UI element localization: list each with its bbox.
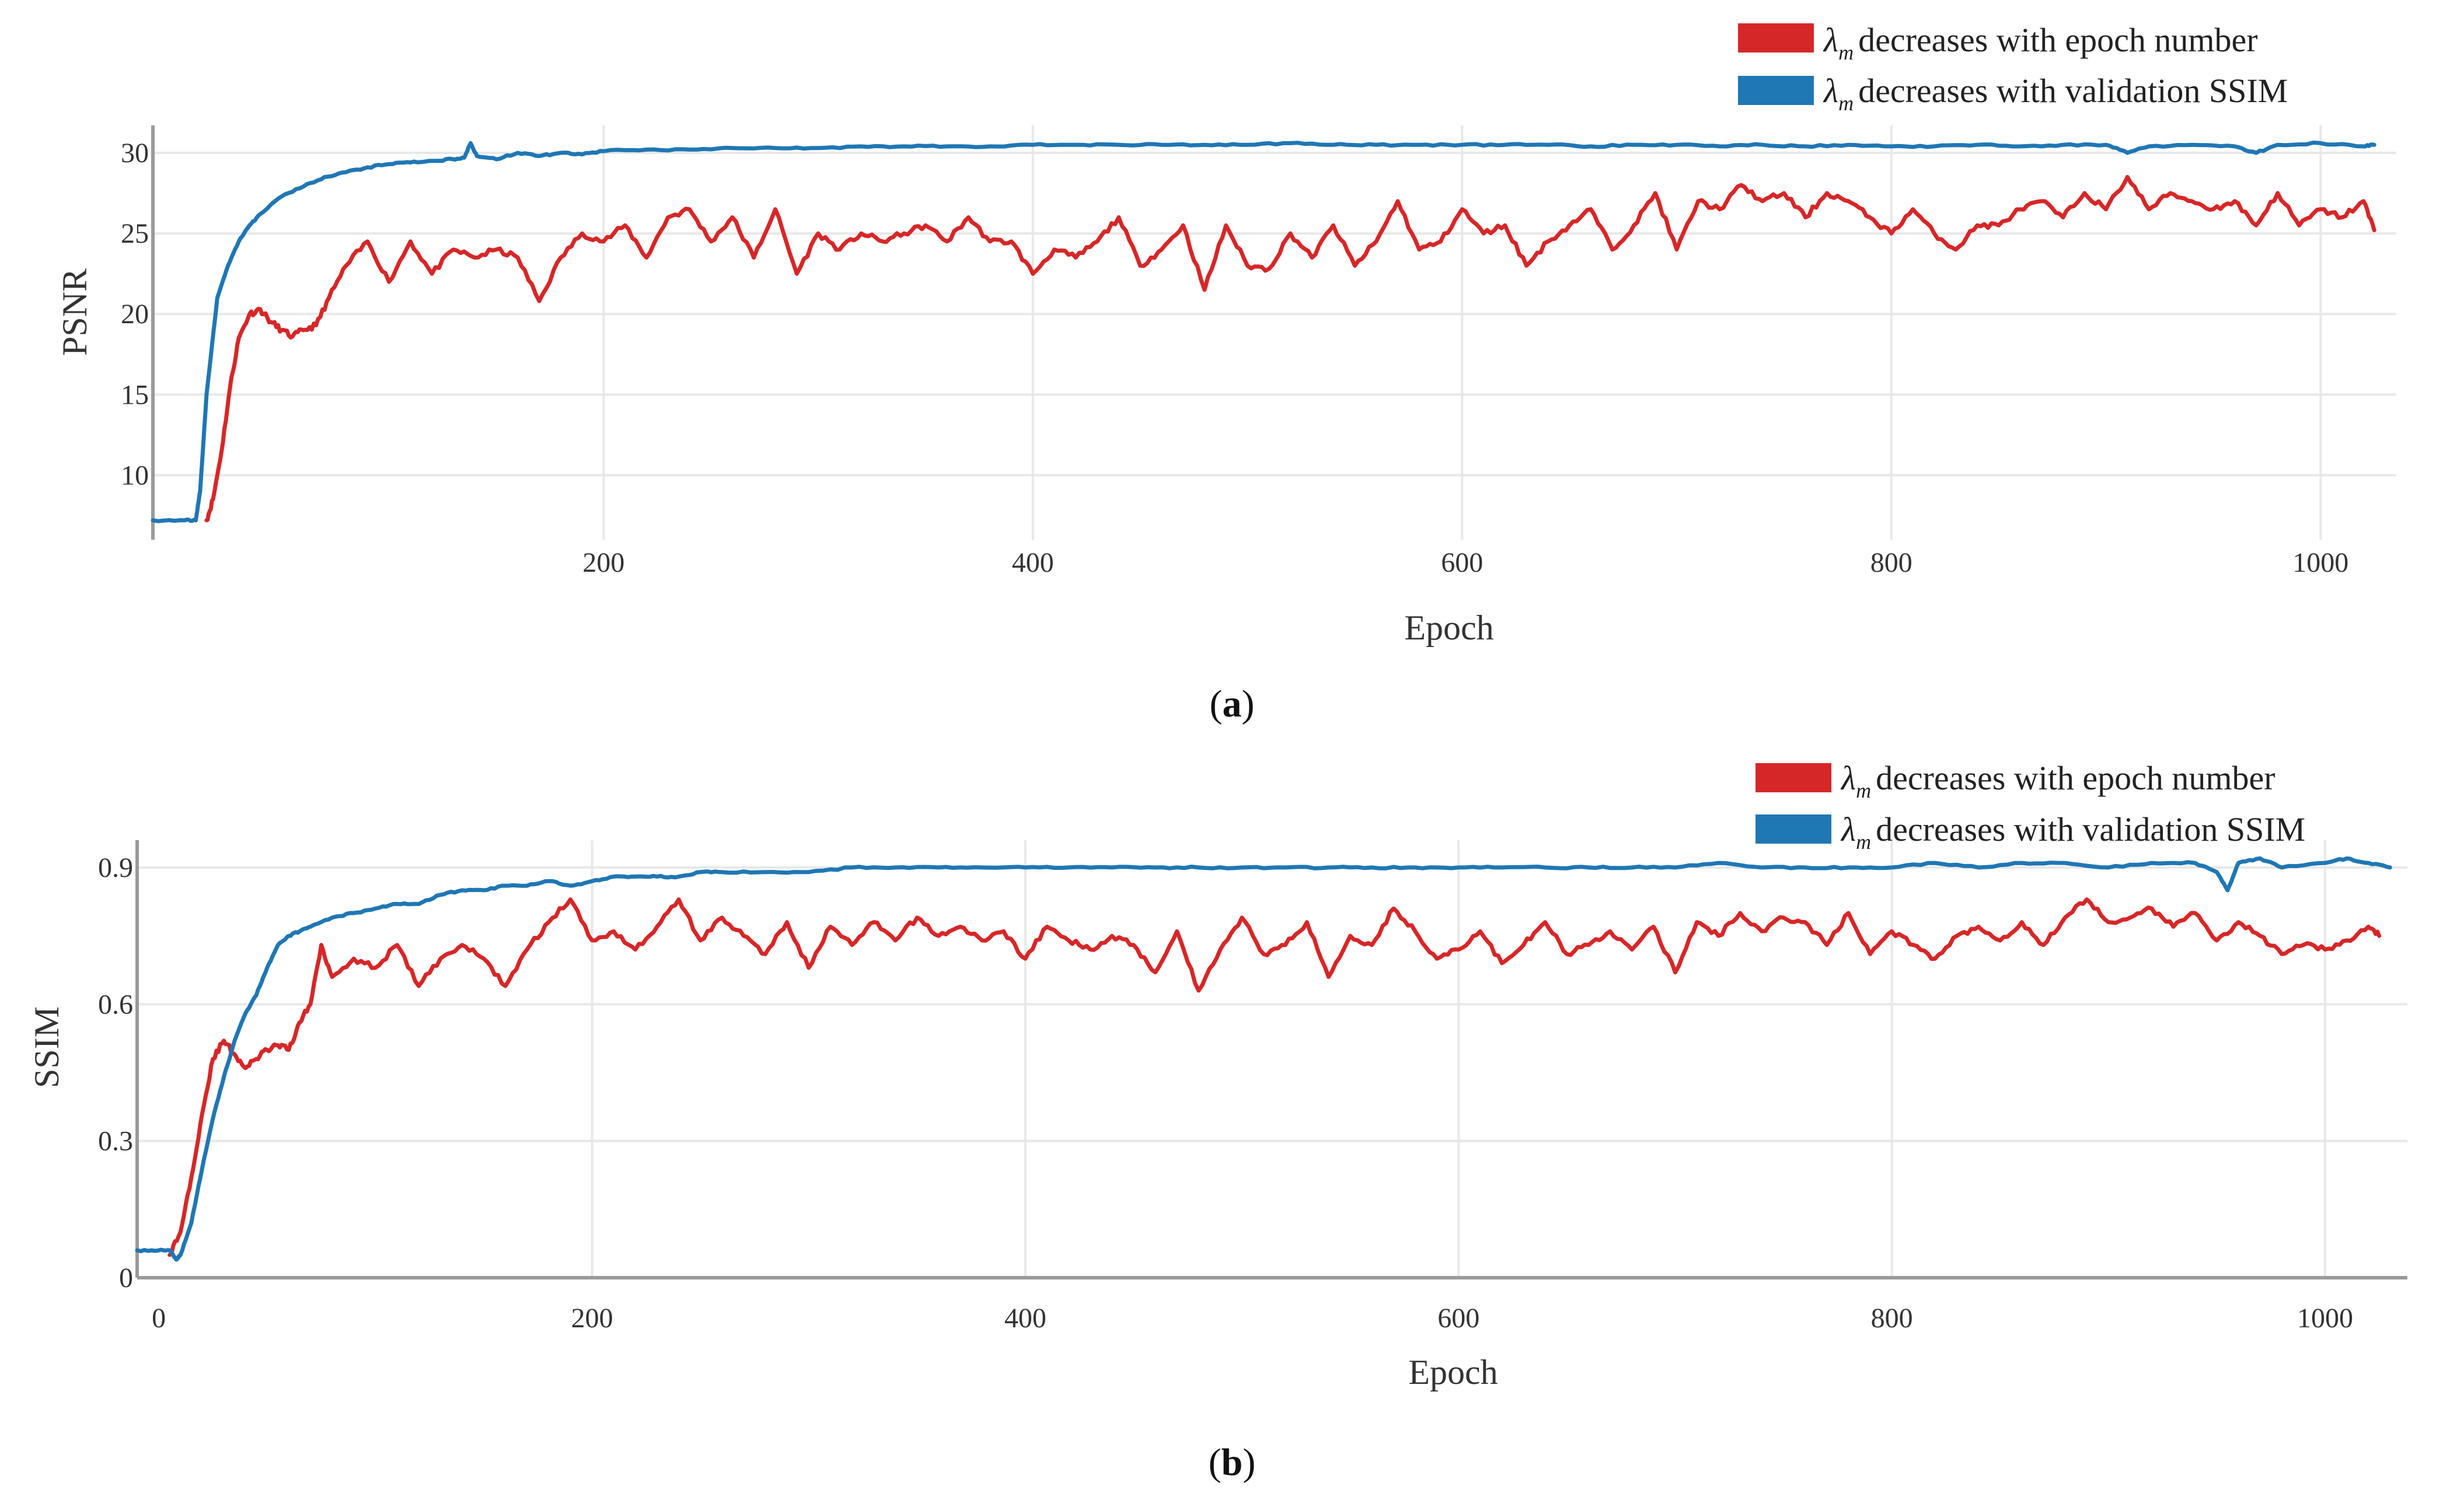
psnr-legend-swatch-red [1738, 23, 1814, 53]
y-tick-label: 0.9 [98, 852, 133, 883]
panel-b-caption: (b) [1209, 1441, 1256, 1484]
ssim-y-axis-title: SSIM [27, 1006, 66, 1088]
x-tick-label: 400 [1012, 547, 1054, 578]
x-tick-label: 600 [1437, 1303, 1479, 1334]
ssim-legend-swatch-blue [1755, 814, 1831, 844]
x-tick-label: 600 [1441, 547, 1483, 578]
psnr-legend-swatch-blue [1738, 76, 1814, 105]
y-tick-label: 0.6 [98, 989, 133, 1020]
psnr-legend: λm decreases with epoch number λm decrease… [1738, 21, 2288, 115]
ssim-chart-panel: 0 200 400 600 800 1000 00.30.60.9 SSIM Epoch … [27, 759, 2407, 1484]
psnr-legend-label-blue: λm decreases with validation SSIM [1823, 72, 2288, 115]
ssim-gridlines [137, 840, 2407, 1278]
psnr-legend-label-red: λm decreases with epoch number [1823, 21, 2258, 64]
series-line-epoch-number [204, 174, 2376, 523]
y-tick-label: 0.3 [98, 1126, 133, 1157]
ssim-legend-swatch-red [1755, 763, 1831, 792]
ssim-legend: λm decreases with epoch number λm decrease… [1755, 759, 2305, 854]
x-tick-label: 1000 [2292, 547, 2348, 578]
series-line-validation-ssim [135, 856, 2392, 1262]
psnr-series-group [151, 140, 2376, 523]
series-line-validation-ssim [151, 140, 2376, 523]
y-tick-label: 15 [121, 379, 149, 410]
series-line-epoch-number [167, 897, 2382, 1257]
x-tick-label: 800 [1871, 1303, 1913, 1334]
ssim-series-group [135, 856, 2392, 1262]
ssim-legend-label-blue: λm decreases with validation SSIM [1840, 810, 2305, 854]
ssim-y-tick-labels: 0 0.3 0.6 0.9 [98, 852, 133, 1293]
x-tick-label: 200 [571, 1303, 613, 1334]
x-tick-label: 1000 [2297, 1303, 2353, 1334]
x-tick-label: 800 [1870, 547, 1912, 578]
x-tick-label: 400 [1004, 1303, 1046, 1334]
psnr-y-axis-title: PSNR [55, 268, 94, 356]
psnr-y-tick-labels: 10 15 20 25 30 [121, 138, 149, 491]
ssim-x-axis-title: Epoch [1408, 1353, 1498, 1391]
y-tick-label: 0 [119, 1263, 133, 1293]
y-tick-label: 10 [121, 460, 149, 491]
panel-a-caption: (a) [1210, 683, 1255, 725]
y-tick-label: 30 [121, 138, 149, 169]
y-tick-label: 25 [121, 218, 149, 249]
ssim-legend-label-red: λm decreases with epoch number [1840, 759, 2275, 802]
x-tick-label: 0 [152, 1303, 166, 1334]
psnr-x-axis-title: Epoch [1404, 609, 1493, 647]
psnr-chart-panel: 200 400 600 800 1000 10 15 20 25 30 PSNR Epoch (… [55, 21, 2396, 725]
x-tick-label: 200 [582, 547, 624, 578]
y-tick-label: 20 [121, 299, 149, 330]
psnr-x-tick-labels: 200 400 600 800 1000 [582, 547, 2348, 578]
ssim-x-tick-labels: 0 200 400 600 800 1000 [152, 1303, 2353, 1334]
psnr-gridlines [153, 125, 2396, 540]
